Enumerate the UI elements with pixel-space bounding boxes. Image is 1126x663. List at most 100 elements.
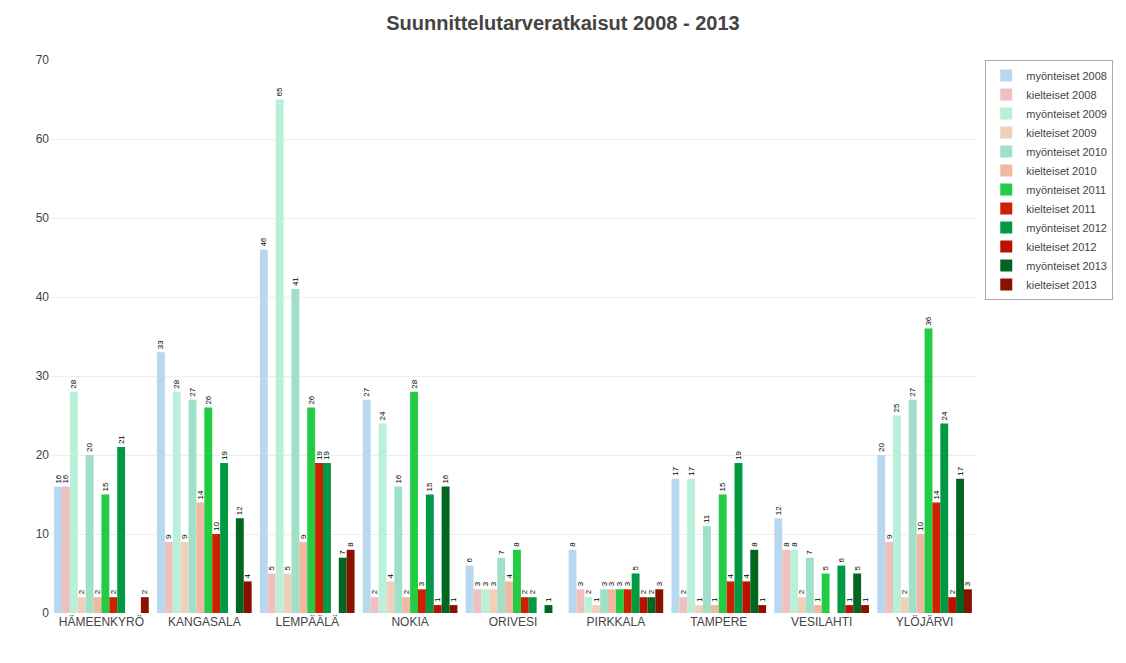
svg-text:8: 8 [346, 542, 355, 547]
svg-text:19: 19 [734, 450, 743, 459]
svg-text:3: 3 [615, 581, 624, 586]
svg-text:2: 2 [520, 589, 529, 594]
svg-text:16: 16 [394, 474, 403, 483]
svg-text:VESILAHTI: VESILAHTI [791, 615, 852, 629]
svg-text:myönteiset 2013: myönteiset 2013 [1026, 260, 1107, 272]
svg-text:60: 60 [36, 132, 50, 146]
svg-text:4: 4 [742, 573, 751, 578]
svg-text:3: 3 [655, 581, 664, 586]
svg-text:17: 17 [956, 466, 965, 475]
svg-text:5: 5 [853, 566, 862, 571]
svg-text:27: 27 [908, 387, 917, 396]
svg-text:19: 19 [220, 450, 229, 459]
svg-text:14: 14 [196, 490, 205, 499]
svg-text:24: 24 [940, 411, 949, 420]
svg-text:10: 10 [36, 527, 50, 541]
svg-text:3: 3 [607, 581, 616, 586]
svg-text:2: 2 [93, 589, 102, 594]
svg-text:28: 28 [172, 379, 181, 388]
svg-text:kielteiset 2008: kielteiset 2008 [1026, 89, 1096, 101]
svg-text:1: 1 [695, 597, 704, 602]
svg-text:10: 10 [916, 522, 925, 531]
svg-text:25: 25 [892, 403, 901, 412]
svg-text:19: 19 [322, 450, 331, 459]
svg-text:3: 3 [489, 581, 498, 586]
svg-text:kielteiset 2010: kielteiset 2010 [1026, 165, 1096, 177]
svg-text:9: 9 [299, 534, 308, 539]
svg-text:7: 7 [338, 550, 347, 555]
svg-text:1: 1 [592, 597, 601, 602]
svg-text:20: 20 [877, 443, 886, 452]
svg-text:LEMPÄÄLÄ: LEMPÄÄLÄ [276, 615, 339, 629]
svg-text:6: 6 [465, 558, 474, 563]
svg-text:16: 16 [54, 474, 63, 483]
svg-text:10: 10 [212, 522, 221, 531]
svg-text:16: 16 [61, 474, 70, 483]
svg-text:9: 9 [885, 534, 894, 539]
svg-text:2: 2 [402, 589, 411, 594]
svg-text:17: 17 [671, 466, 680, 475]
svg-text:YLÖJÄRVI: YLÖJÄRVI [896, 615, 954, 629]
svg-text:3: 3 [576, 581, 585, 586]
svg-text:2: 2 [948, 589, 957, 594]
svg-text:8: 8 [790, 542, 799, 547]
svg-text:1: 1 [433, 597, 442, 602]
svg-text:4: 4 [505, 573, 514, 578]
svg-text:24: 24 [378, 411, 387, 420]
svg-text:TAMPERE: TAMPERE [690, 615, 747, 629]
svg-text:2: 2 [528, 589, 537, 594]
svg-text:15: 15 [425, 482, 434, 491]
svg-text:11: 11 [702, 514, 711, 523]
svg-text:myönteiset 2010: myönteiset 2010 [1026, 146, 1107, 158]
svg-text:1: 1 [813, 597, 822, 602]
svg-text:1: 1 [449, 597, 458, 602]
svg-text:30: 30 [36, 369, 50, 383]
svg-text:12: 12 [235, 506, 244, 515]
svg-text:Suunnittelutarveratkaisut 2008: Suunnittelutarveratkaisut 2008 - 2013 [386, 12, 739, 34]
svg-text:9: 9 [164, 534, 173, 539]
svg-text:4: 4 [726, 573, 735, 578]
svg-text:27: 27 [362, 387, 371, 396]
svg-text:19: 19 [315, 450, 324, 459]
svg-text:1: 1 [861, 597, 870, 602]
svg-text:3: 3 [417, 581, 426, 586]
svg-text:20: 20 [85, 443, 94, 452]
svg-text:2: 2 [109, 589, 118, 594]
svg-text:5: 5 [821, 566, 830, 571]
svg-text:kielteiset 2009: kielteiset 2009 [1026, 127, 1096, 139]
svg-text:1: 1 [544, 597, 553, 602]
svg-text:41: 41 [291, 277, 300, 286]
svg-text:9: 9 [180, 534, 189, 539]
svg-text:5: 5 [283, 566, 292, 571]
svg-text:6: 6 [837, 558, 846, 563]
svg-text:16: 16 [441, 474, 450, 483]
svg-text:28: 28 [410, 379, 419, 388]
svg-text:5: 5 [267, 566, 276, 571]
svg-text:26: 26 [204, 395, 213, 404]
svg-text:myönteiset 2008: myönteiset 2008 [1026, 70, 1107, 82]
svg-text:20: 20 [36, 448, 50, 462]
svg-text:ORIVESI: ORIVESI [489, 615, 538, 629]
svg-text:2: 2 [584, 589, 593, 594]
svg-text:17: 17 [687, 466, 696, 475]
svg-text:70: 70 [36, 53, 50, 67]
svg-text:myönteiset 2012: myönteiset 2012 [1026, 222, 1107, 234]
svg-text:1: 1 [758, 597, 767, 602]
svg-text:2: 2 [140, 589, 149, 594]
svg-text:kielteiset 2012: kielteiset 2012 [1026, 241, 1096, 253]
svg-text:21: 21 [117, 435, 126, 444]
svg-text:8: 8 [750, 542, 759, 547]
svg-text:3: 3 [481, 581, 490, 586]
svg-text:KANGASALA: KANGASALA [168, 615, 241, 629]
svg-text:8: 8 [512, 542, 521, 547]
svg-text:28: 28 [69, 379, 78, 388]
svg-text:0: 0 [42, 606, 49, 620]
svg-text:65: 65 [275, 87, 284, 96]
svg-text:14: 14 [932, 490, 941, 499]
svg-text:kielteiset 2011: kielteiset 2011 [1026, 203, 1096, 215]
svg-text:2: 2 [639, 589, 648, 594]
svg-text:46: 46 [259, 237, 268, 246]
svg-text:7: 7 [497, 550, 506, 555]
svg-text:8: 8 [782, 542, 791, 547]
svg-text:2: 2 [797, 589, 806, 594]
